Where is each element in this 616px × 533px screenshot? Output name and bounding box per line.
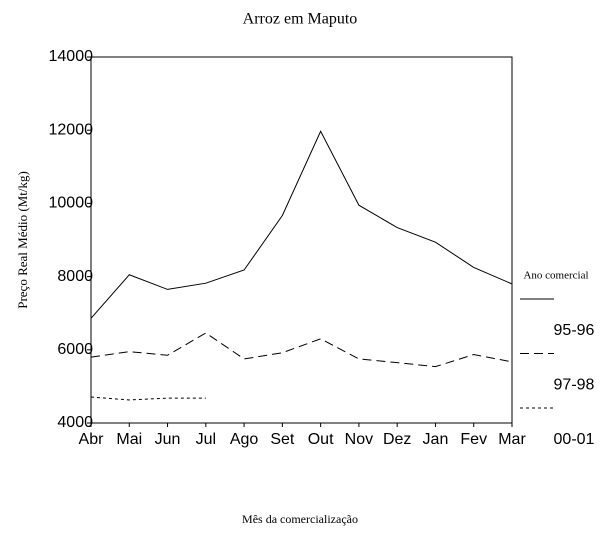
legend-label: 00-01: [554, 431, 595, 448]
y-tick-label: 14000: [49, 48, 94, 65]
y-tick-label: 4000: [57, 414, 93, 431]
x-tick-label: Ago: [230, 431, 259, 448]
y-tick-label: 12000: [49, 121, 94, 138]
x-tick-label: Mar: [498, 431, 526, 448]
x-tick-label: Out: [308, 431, 334, 448]
x-axis-label: Mês da comercialização: [242, 512, 358, 526]
y-tick-label: 10000: [49, 195, 94, 212]
x-tick-label: Set: [270, 431, 295, 448]
x-tick-label: Nov: [345, 431, 373, 448]
x-tick-label: Jan: [423, 431, 449, 448]
x-tick-label: Jun: [155, 431, 181, 448]
legend-label: 97-98: [554, 377, 595, 394]
y-axis-label: Preço Real Médio (Mt/kg): [15, 171, 30, 309]
x-tick-label: Abr: [79, 431, 105, 448]
x-tick-label: Mai: [116, 431, 142, 448]
series-line: [90, 130, 513, 319]
x-tick-label: Jul: [196, 431, 216, 448]
chart-title: Arroz em Maputo: [243, 11, 358, 28]
series-line: [90, 332, 513, 368]
legend-label: 95-96: [554, 322, 595, 339]
y-tick-label: 6000: [57, 341, 93, 358]
y-tick-label: 8000: [57, 268, 93, 285]
series-line: [90, 396, 206, 401]
legend-title: Ano comercial: [523, 270, 588, 282]
x-tick-label: Dez: [383, 431, 411, 448]
x-tick-label: Fev: [460, 431, 487, 448]
plot-frame: [90, 56, 513, 424]
